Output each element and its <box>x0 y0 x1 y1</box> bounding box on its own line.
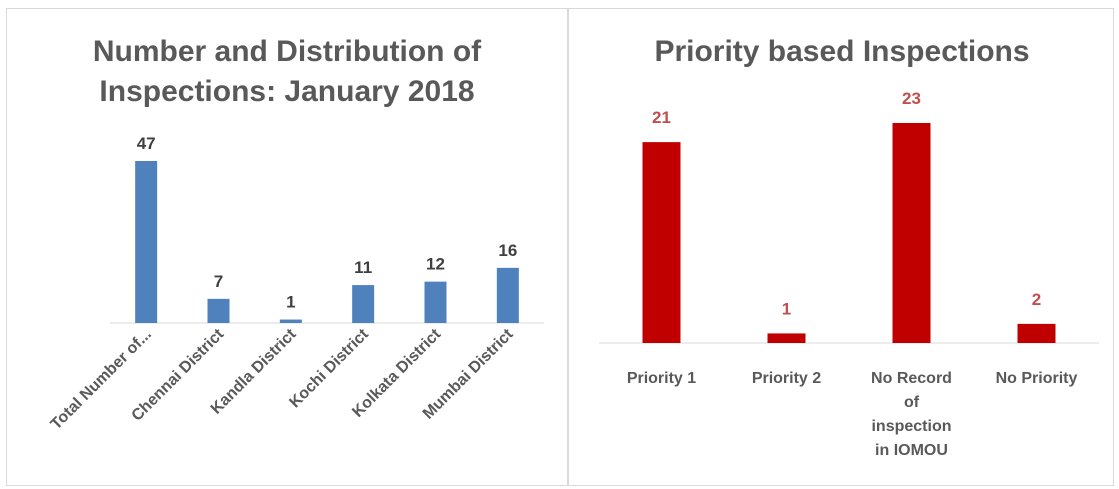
category-label: inspection <box>871 418 951 435</box>
data-label: 1 <box>286 293 295 312</box>
bar <box>208 299 230 323</box>
chart-panel-priority-inspections: Priority based Inspections 21 Priority 1 1… <box>568 8 1114 486</box>
category-label: in IOMOU <box>875 442 948 459</box>
bar <box>497 268 519 323</box>
data-label: 7 <box>214 272 223 291</box>
chart-title: Priority based Inspections <box>654 35 1029 68</box>
category-label: No Priority <box>996 370 1078 387</box>
bar <box>352 285 374 323</box>
data-label: 16 <box>498 241 517 260</box>
bar <box>280 320 302 323</box>
bar <box>425 282 447 323</box>
category-label: No Record <box>871 370 952 387</box>
data-label: 2 <box>1032 290 1041 309</box>
data-label: 11 <box>354 258 372 277</box>
bar <box>1018 324 1056 343</box>
data-label: 23 <box>902 89 921 108</box>
chart-panel-inspections-by-district: Number and Distribution of Inspections: … <box>6 8 568 486</box>
data-label: 12 <box>426 255 445 274</box>
bar <box>768 333 806 343</box>
data-label: 47 <box>137 134 156 153</box>
data-label: 21 <box>652 108 671 127</box>
bar <box>135 161 157 323</box>
category-label: Priority 2 <box>752 370 821 387</box>
chart-title-line-2: Inspections: January 2018 <box>99 75 474 108</box>
category-label: Priority 1 <box>627 370 696 387</box>
district-bar-chart: Number and Distribution of Inspections: … <box>7 9 569 487</box>
bar <box>893 123 931 343</box>
bar <box>643 142 681 343</box>
priority-bar-chart: Priority based Inspections 21 Priority 1 1… <box>569 9 1115 487</box>
data-label: 1 <box>782 299 791 318</box>
chart-title-line-1: Number and Distribution of <box>93 35 482 68</box>
category-label: of <box>904 394 920 411</box>
